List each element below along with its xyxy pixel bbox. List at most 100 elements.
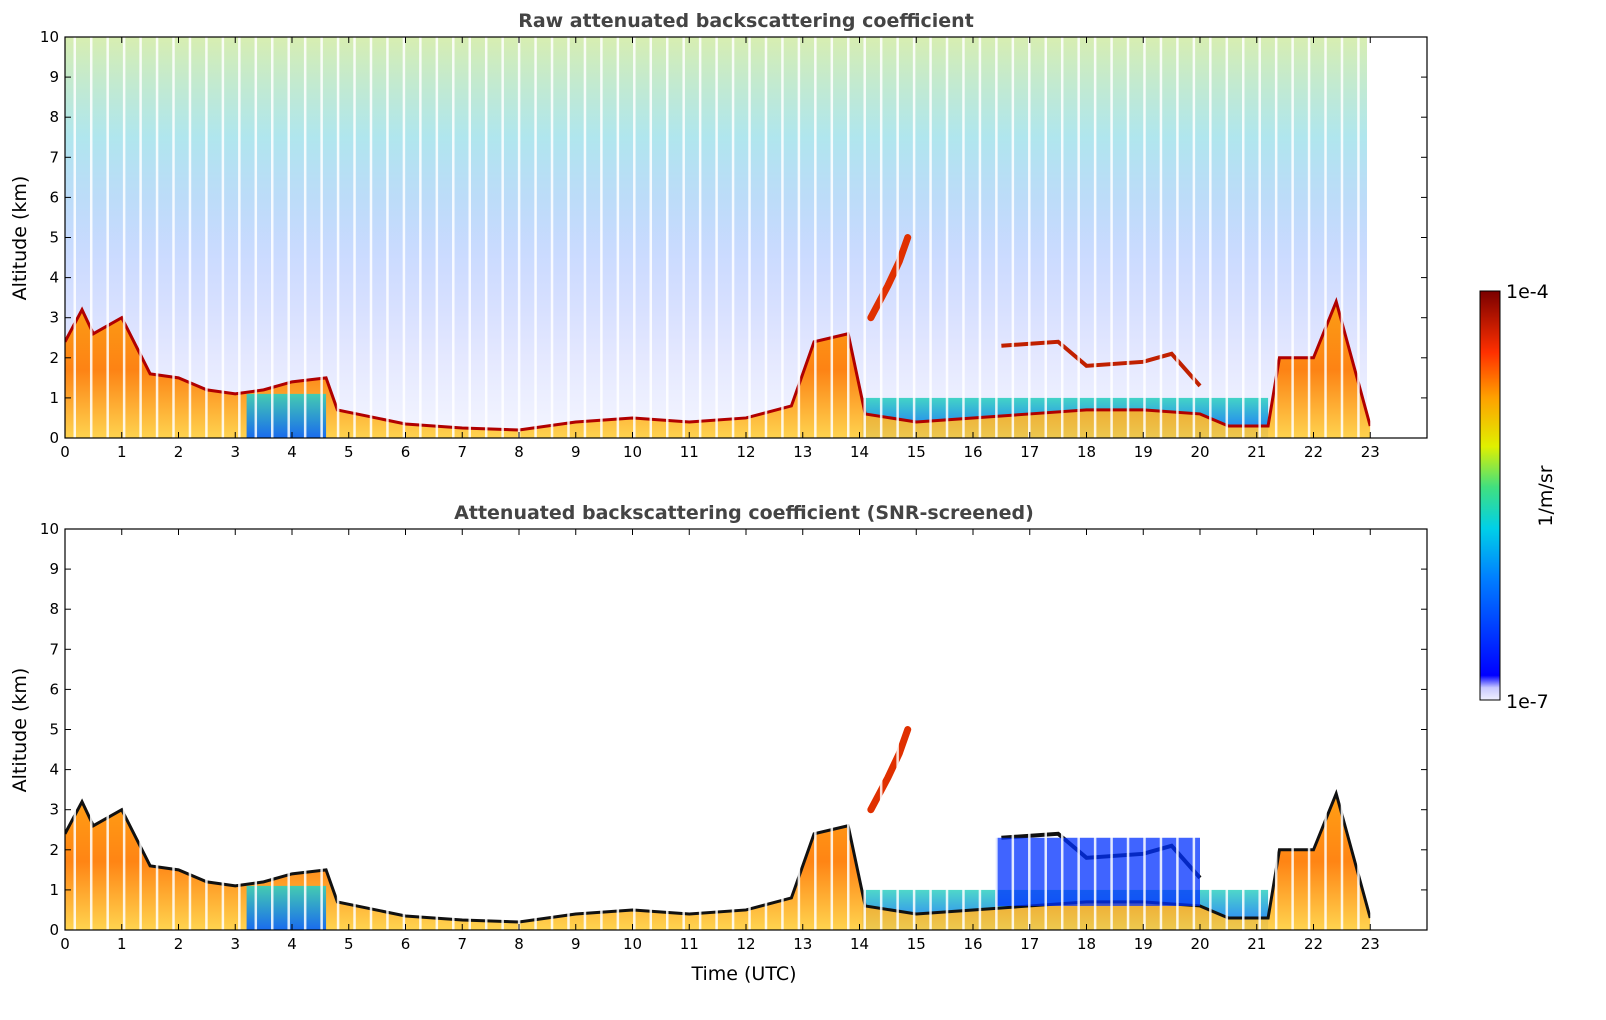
data-gap-stripe (468, 529, 471, 930)
data-gap-stripe (715, 529, 718, 930)
x-tick-label: 13 (793, 443, 812, 461)
data-gap-stripe (649, 529, 653, 930)
y-tick-label: 6 (49, 188, 59, 206)
y-tick-label: 4 (49, 761, 59, 779)
data-gap-stripe (814, 37, 817, 438)
data-gap-stripe (1291, 529, 1294, 930)
x-tick-label: 3 (230, 935, 240, 953)
y-tick-label: 3 (49, 801, 59, 819)
panel2-ylabel: Altitude (km) (9, 668, 31, 793)
data-gap-stripe (1241, 37, 1245, 438)
data-gap-stripe (616, 529, 620, 930)
data-gap-stripe (1192, 37, 1196, 438)
data-gap-stripe (1028, 37, 1031, 438)
y-tick-label: 10 (40, 28, 59, 46)
panel2-x-ticks: 0 1 2 3 4 5 6 7 8 9 10 11 12 13 14 15 16 17 18 19 20 21 22 23 (60, 529, 1380, 953)
x-tick-label: 7 (457, 443, 467, 461)
x-tick-label: 12 (736, 443, 755, 461)
x-tick-label: 21 (1247, 443, 1266, 461)
data-gap-stripe (550, 37, 554, 438)
raw-backscatter-panel: Raw attenuated backscattering coefficien… (9, 10, 1428, 461)
y-tick-label: 9 (49, 68, 59, 86)
x-tick-label: 19 (1134, 935, 1153, 953)
colorbar-unit-label: 1/m/sr (1535, 465, 1557, 526)
data-gap-stripe (797, 529, 801, 930)
data-gap-stripe (517, 529, 521, 930)
data-gap-stripe (1307, 37, 1311, 438)
data-gap-stripe (1340, 529, 1344, 930)
no-data-region (1370, 529, 1427, 930)
x-tick-label: 5 (344, 443, 354, 461)
data-gap-stripe (1077, 37, 1080, 438)
data-gap-stripe (1060, 529, 1064, 930)
y-tick-label: 4 (49, 269, 59, 287)
x-tick-label: 2 (174, 443, 184, 461)
data-gap-stripe (945, 529, 949, 930)
x-tick-label: 11 (680, 935, 699, 953)
data-gap-stripe (534, 37, 537, 438)
data-gap-stripe (419, 37, 422, 438)
data-gap-stripe (764, 529, 768, 930)
data-gap-stripe (468, 37, 471, 438)
data-gap-stripe (155, 529, 159, 930)
x-tick-label: 12 (736, 935, 755, 953)
x-tick-label: 1 (117, 443, 127, 461)
x-tick-label: 5 (344, 935, 354, 953)
data-gap-stripe (665, 529, 669, 930)
data-gap-stripe (600, 37, 603, 438)
data-gap-stripe (1225, 529, 1229, 930)
data-gap-stripe (320, 529, 323, 930)
data-gap-stripe (797, 37, 801, 438)
data-gap-stripe (89, 529, 93, 930)
x-tick-label: 8 (514, 443, 524, 461)
data-gap-stripe (912, 529, 916, 930)
data-gap-stripe (73, 529, 77, 930)
data-gap-stripe (188, 529, 192, 930)
data-gap-stripe (896, 37, 899, 438)
data-gap-stripe (814, 529, 817, 930)
boundary-layer (65, 793, 1371, 930)
boundary-layer (65, 301, 1371, 438)
x-tick-label: 3 (230, 443, 240, 461)
x-tick-label: 6 (401, 443, 411, 461)
colorbar: 1e-4 1e-7 1/m/sr (1479, 281, 1557, 713)
panel2-frame (64, 528, 1428, 931)
data-gap-stripe (254, 37, 258, 438)
data-gap-stripe (698, 37, 702, 438)
data-gap-stripe (583, 37, 587, 438)
data-gap-stripe (583, 529, 587, 930)
elevated-aerosol-layer (867, 234, 912, 322)
panel2-title: Attenuated backscattering coefficient (S… (454, 502, 1034, 524)
data-gap-stripe (600, 529, 603, 930)
data-gap-stripe (1060, 37, 1064, 438)
data-gap-stripe (649, 37, 653, 438)
data-gap-stripe (978, 529, 982, 930)
data-gap-stripe (1143, 529, 1146, 930)
data-gap-stripe (517, 37, 521, 438)
data-gap-stripe (1159, 37, 1163, 438)
data-gap-stripe (847, 529, 850, 930)
data-gap-stripe (1143, 37, 1146, 438)
y-tick-label: 0 (49, 921, 59, 939)
data-gap-stripe (1011, 37, 1015, 438)
y-tick-label: 3 (49, 309, 59, 327)
colorbar-max-label: 1e-4 (1506, 281, 1549, 303)
data-gap-stripe (386, 37, 389, 438)
data-gap-stripe (682, 529, 685, 930)
data-gap-stripe (254, 529, 258, 930)
x-tick-label: 21 (1247, 935, 1266, 953)
data-gap-stripe (205, 529, 208, 930)
data-gap-stripe (567, 37, 570, 438)
data-gap-stripe (188, 37, 192, 438)
data-gap-stripe (1110, 529, 1113, 930)
data-gap-stripe (369, 37, 373, 438)
data-gap-stripe (698, 529, 702, 930)
data-gap-stripe (1274, 529, 1278, 930)
panel2-plot-area (65, 529, 1427, 930)
no-data-region (1370, 37, 1427, 438)
data-gap-stripe (139, 529, 142, 930)
data-gap-stripe (402, 529, 406, 930)
x-tick-label: 4 (287, 935, 297, 953)
data-gap-stripe (320, 37, 323, 438)
x-tick-label: 8 (514, 935, 524, 953)
